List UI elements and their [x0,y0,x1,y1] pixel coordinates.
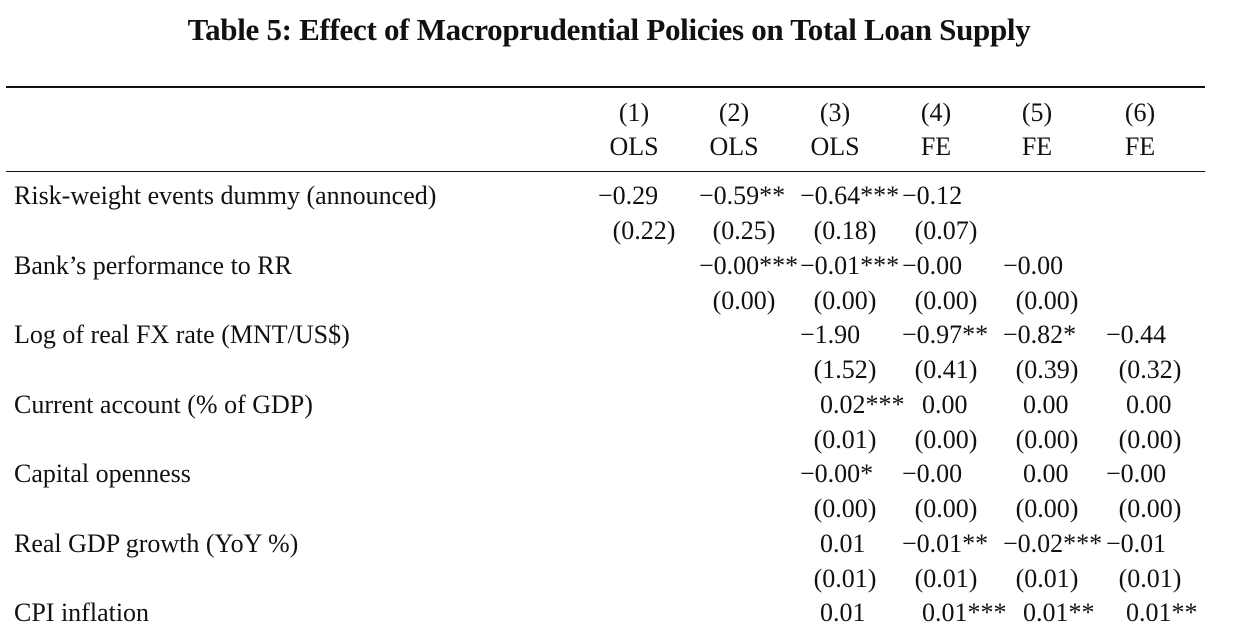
standard-error-cell: (0.00) [914,285,978,315]
coefficient-cell: −0.00 [1106,459,1167,488]
coefficient-cell: 0.02*** [820,389,905,419]
coefficient-cell: 0.01 [820,598,866,627]
standard-error-cell: (0.01) [813,424,877,454]
row-label: CPI inflation [14,598,150,627]
column-number-3: (3) [819,98,851,127]
column-method-4: FE [920,132,952,161]
standard-error-cell: (0.01) [914,563,978,593]
standard-error-cell: (0.00) [1015,494,1079,523]
standard-error-cell: (0.32) [1118,355,1182,384]
coefficient-cell: −0.64*** [800,181,900,210]
coefficient-cell: −0.12 [902,181,963,210]
column-method-3: OLS [810,132,860,161]
standard-error-cell: (0.41) [914,355,978,384]
row-label: Capital openness [14,459,191,488]
coefficient-cell: 0.00 [1023,389,1069,419]
coefficient-cell: −0.00* [800,459,874,488]
row-label: Current account (% of GDP) [14,389,313,419]
standard-error-cell: (0.00) [1118,424,1182,454]
row-label: Real GDP growth (YoY %) [14,528,299,558]
column-number-6: (6) [1124,98,1156,127]
coefficient-cell: 0.01** [1023,598,1095,627]
standard-error-cell: (0.22) [612,216,676,245]
standard-error-cell: (0.00) [1118,494,1182,523]
coefficient-cell: −1.90 [800,320,861,349]
column-method-5: FE [1021,132,1053,161]
column-number-2: (2) [718,98,750,127]
coefficient-cell: −0.44 [1106,320,1167,349]
row-label: Bank’s performance to RR [14,250,292,280]
coefficient-cell: 0.01*** [922,598,1007,627]
standard-error-cell: (0.25) [712,216,776,245]
coefficient-cell: 0.00 [1023,459,1069,488]
coefficient-cell: −0.29 [598,181,659,210]
coefficient-cell: 0.00 [922,389,968,419]
top-rule [6,86,1205,88]
coefficient-cell: −0.00*** [699,250,799,280]
coefficient-cell: −0.00 [902,459,963,488]
table-title: Table 5: Effect of Macroprudential Polic… [187,12,1031,47]
standard-error-cell: (0.18) [813,216,877,245]
standard-error-cell: (0.01) [1118,563,1182,593]
column-method-2: OLS [709,132,759,161]
standard-error-cell: (0.00) [813,494,877,523]
standard-error-cell: (0.00) [914,494,978,523]
row-label: Risk-weight events dummy (announced) [14,181,437,210]
coefficient-cell: −0.01*** [800,250,900,280]
standard-error-cell: (0.00) [1015,285,1079,315]
standard-error-cell: (0.00) [813,285,877,315]
coefficient-cell: −0.82* [1003,320,1077,349]
standard-error-cell: (0.39) [1015,355,1079,384]
coefficient-cell: −0.00 [902,250,963,280]
standard-error-cell: (0.01) [1015,563,1079,593]
standard-error-cell: (0.07) [914,216,978,245]
standard-error-cell: (0.00) [914,424,978,454]
coefficient-cell: −0.00 [1003,250,1064,280]
standard-error-cell: (0.00) [712,285,776,315]
standard-error-cell: (0.01) [813,563,877,593]
column-number-5: (5) [1021,98,1053,127]
column-method-6: FE [1124,132,1156,161]
standard-error-cell: (0.00) [1015,424,1079,454]
coefficient-cell: −0.01 [1106,528,1167,558]
column-method-1: OLS [609,132,659,161]
row-label: Log of real FX rate (MNT/US$) [14,320,350,349]
coefficient-cell: −0.02*** [1003,528,1103,558]
column-number-1: (1) [618,98,650,127]
coefficient-cell: −0.01** [902,528,989,558]
coefficient-cell: 0.01 [820,528,866,558]
standard-error-cell: (1.52) [813,355,877,384]
column-number-4: (4) [920,98,952,127]
coefficient-cell: 0.00 [1126,389,1172,419]
header-rule [6,171,1205,172]
coefficient-cell: 0.01** [1126,598,1198,627]
coefficient-cell: −0.97** [902,320,989,349]
coefficient-cell: −0.59** [699,181,786,210]
